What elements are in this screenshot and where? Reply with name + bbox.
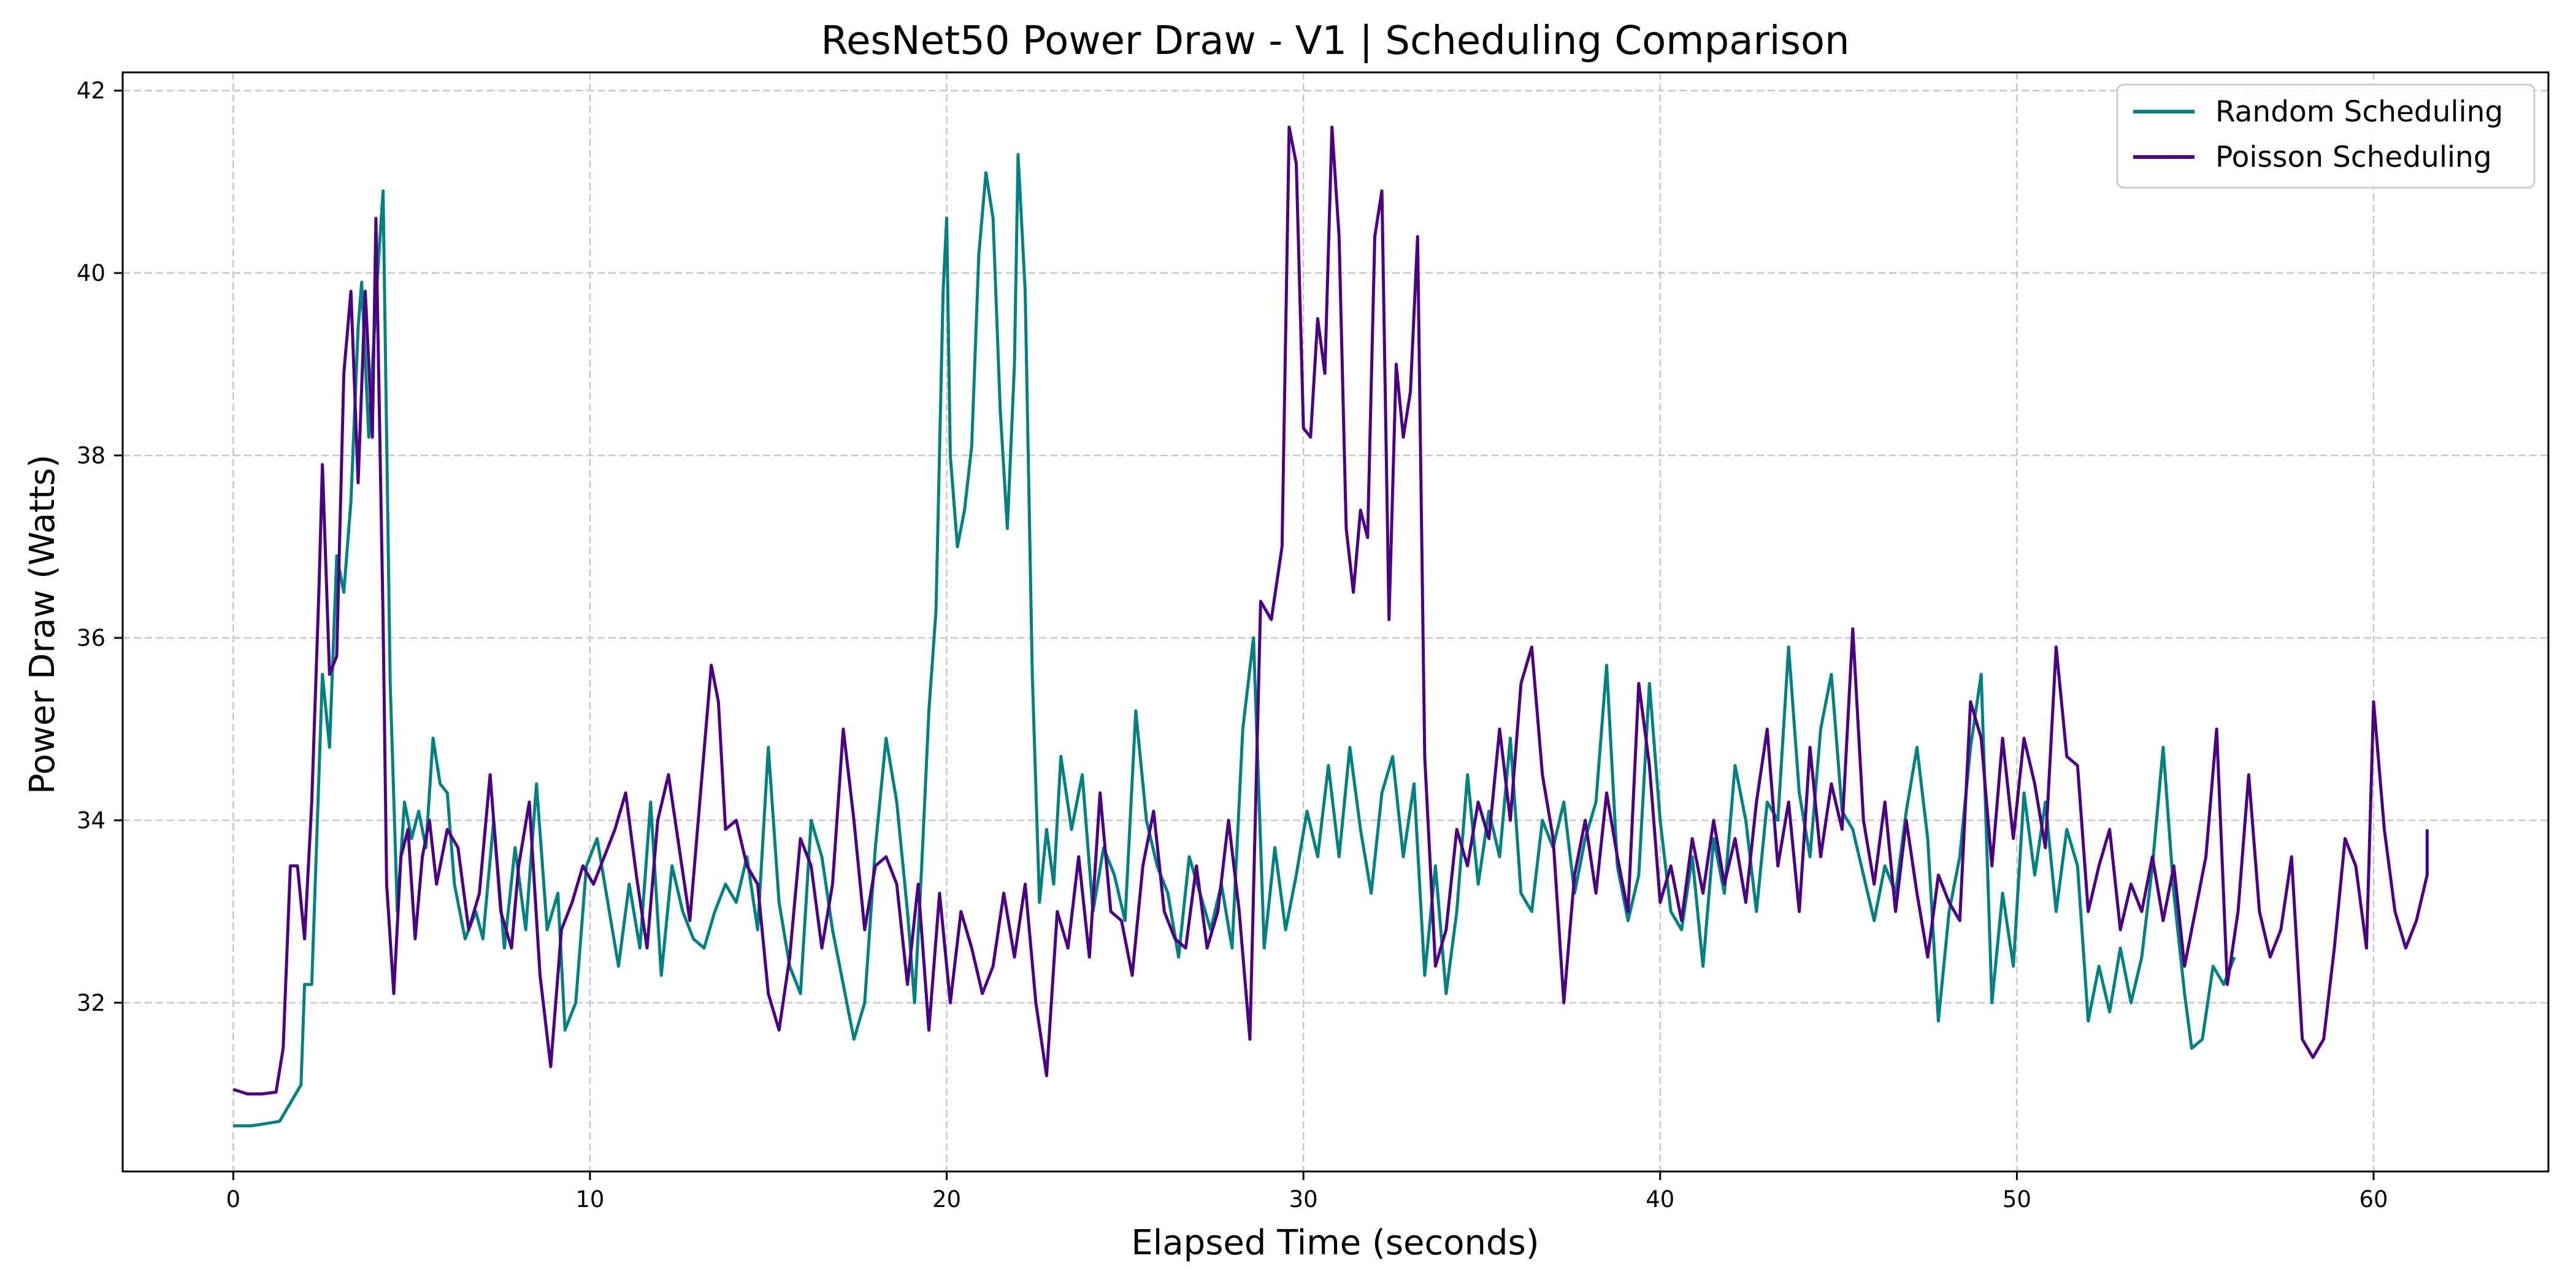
x-tick-label: 20 [932,1186,961,1213]
y-tick-label: 42 [77,78,105,104]
x-tick-label: 60 [2359,1186,2388,1213]
legend-box [2116,83,2536,189]
y-tick-label: 40 [77,260,105,286]
y-tick-label: 34 [77,807,105,834]
legend: Random Scheduling Poisson Scheduling [2116,83,2536,189]
series-layer [232,125,2429,1128]
legend-label-poisson: Poisson Scheduling [2215,140,2492,174]
series-line-random-scheduling [233,153,2236,1128]
plot-frame [121,71,2550,1173]
axis-ticks: 0 10 20 30 40 50 60 32 34 36 38 40 42 [77,78,2388,1213]
x-tick-label: 50 [2003,1186,2031,1213]
y-tick-label: 36 [77,625,105,651]
y-tick-label: 32 [77,990,105,1016]
x-axis-label: Elapsed Time (seconds) [1131,1223,1539,1263]
chart-title: ResNet50 Power Draw - V1 | Scheduling Co… [821,18,1849,64]
x-tick-label: 30 [1289,1186,1318,1213]
y-axis-label: Power Draw (Watts) [23,454,63,794]
x-tick-label: 10 [575,1186,604,1213]
series-line-poisson-scheduling [232,125,2429,1096]
x-tick-label: 0 [226,1186,241,1213]
legend-label-random: Random Scheduling [2215,95,2503,129]
x-tick-label: 40 [1646,1186,1674,1213]
y-tick-label: 38 [77,443,105,469]
